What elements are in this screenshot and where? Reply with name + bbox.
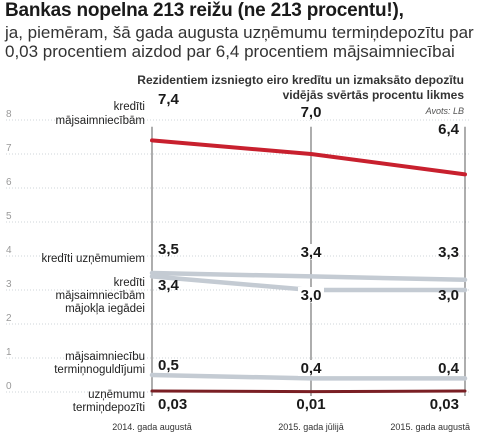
value-label-s4-p3: 0,4 — [438, 360, 460, 377]
value-label-bg — [298, 360, 324, 376]
headline: Bankas nopelna 213 reižu (ne 213 procent… — [5, 0, 404, 21]
value-label-s2-p1: 3,5 — [158, 241, 179, 258]
value-label-s3-p1: 3,4 — [158, 277, 180, 294]
series-name-2: kredīti uzņēmumiem — [41, 253, 145, 265]
value-label-s5-p1: 0,03 — [158, 396, 187, 413]
subheadline: ja, piemēram, šā gada augusta uzņēmumu t… — [5, 23, 474, 61]
value-label-bg — [298, 244, 324, 260]
y-tick-1: 1 — [6, 347, 12, 358]
value-label-bg — [298, 104, 324, 120]
x-tick-2: 2015. gada jūlijā — [278, 422, 344, 432]
y-tick-2: 2 — [6, 313, 12, 324]
x-tick-1: 2014. gada augustā — [112, 422, 192, 432]
y-tick-5: 5 — [6, 211, 12, 222]
y-tick-3: 3 — [6, 279, 12, 290]
chart-title: Rezidentiem izsniegto eiro kredītu un iz… — [137, 73, 464, 102]
chart-source: Avots: LB — [425, 106, 464, 116]
value-label-s1-p2: 7,0 — [301, 104, 322, 121]
series-name-5: uzņēmumu termiņdepozīti — [73, 389, 145, 414]
y-tick-0: 0 — [6, 381, 12, 392]
value-label-s3-p3: 3,0 — [438, 287, 459, 304]
value-label-s4-p2: 0,4 — [301, 360, 323, 377]
series-name-3: kredīti mājsaimniecībām mājokļa iegādei — [56, 277, 145, 315]
y-tick-4: 4 — [6, 245, 12, 256]
value-label-s4-p1: 0,5 — [158, 357, 179, 374]
series-name-1: kredīti mājsaimniecībām — [56, 101, 145, 127]
series-name-4: mājsaimniecību termiņnoguldījumi — [54, 351, 145, 376]
value-label-bg — [298, 396, 324, 412]
value-label-s1-p1: 7,4 — [158, 91, 180, 108]
y-tick-7: 7 — [6, 143, 12, 154]
value-label-s1-p3: 6,4 — [438, 121, 460, 138]
value-label-bg — [298, 287, 324, 303]
series-line-2 — [149, 270, 468, 283]
value-label-s2-p3: 3,3 — [438, 244, 459, 261]
value-label-s5-p3: 0,03 — [430, 396, 459, 413]
value-label-s5-p2: 0,01 — [296, 396, 325, 413]
x-tick-3: 2015. gada augustā — [390, 422, 470, 432]
series-line-1 — [150, 138, 467, 177]
value-label-s2-p2: 3,4 — [301, 244, 323, 261]
series-line-4 — [149, 372, 468, 381]
value-label-s3-p2: 3,0 — [301, 287, 322, 304]
y-tick-8: 8 — [6, 109, 12, 120]
series-line-5 — [150, 389, 467, 394]
y-tick-6: 6 — [6, 177, 12, 188]
